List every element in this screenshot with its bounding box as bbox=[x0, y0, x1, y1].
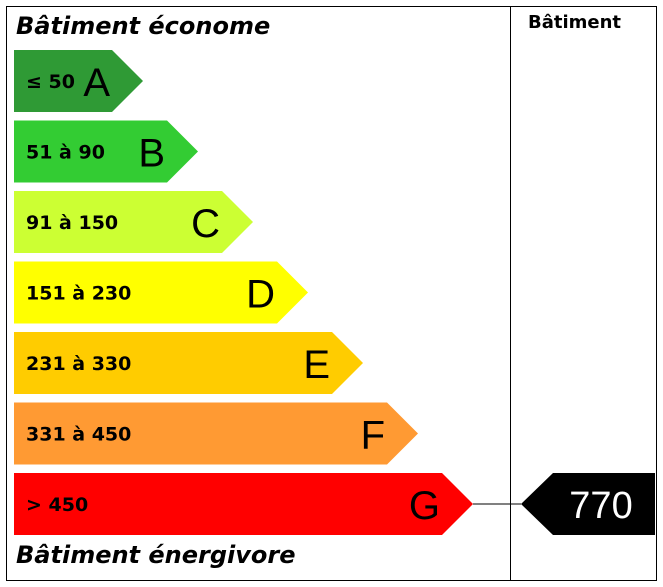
rating-range-f: 331 à 450 bbox=[26, 424, 131, 446]
rating-bar-c bbox=[14, 191, 253, 253]
bottom-label: Bâtiment énergivore bbox=[16, 541, 296, 569]
rating-range-c: 91 à 150 bbox=[26, 212, 118, 234]
rating-letter-g: G bbox=[409, 484, 440, 528]
rating-letter-d: D bbox=[246, 273, 275, 317]
rating-letter-f: F bbox=[361, 414, 385, 458]
current-value-label: 770 bbox=[569, 485, 632, 527]
rating-range-g: > 450 bbox=[26, 494, 88, 516]
rating-bar-e bbox=[14, 332, 363, 394]
rating-letter-a: A bbox=[83, 61, 110, 105]
rating-letter-c: C bbox=[191, 202, 220, 246]
rating-range-d: 151 à 230 bbox=[26, 283, 131, 305]
current-value-marker bbox=[521, 473, 655, 535]
rating-letter-e: E bbox=[303, 343, 330, 387]
rating-bar-f bbox=[14, 402, 418, 465]
rating-bar-d bbox=[14, 261, 308, 324]
rating-range-a: ≤ 50 bbox=[26, 71, 75, 93]
rating-bar-b bbox=[14, 120, 198, 183]
value-column-frame bbox=[510, 6, 657, 581]
rating-letter-b: B bbox=[138, 132, 165, 176]
rating-bar-a bbox=[14, 50, 143, 112]
rating-bar-g bbox=[14, 473, 473, 535]
column-header: Bâtiment bbox=[528, 12, 622, 33]
rating-range-b: 51 à 90 bbox=[26, 142, 105, 164]
top-label: Bâtiment économe bbox=[16, 12, 271, 40]
rating-range-e: 231 à 330 bbox=[26, 353, 131, 375]
